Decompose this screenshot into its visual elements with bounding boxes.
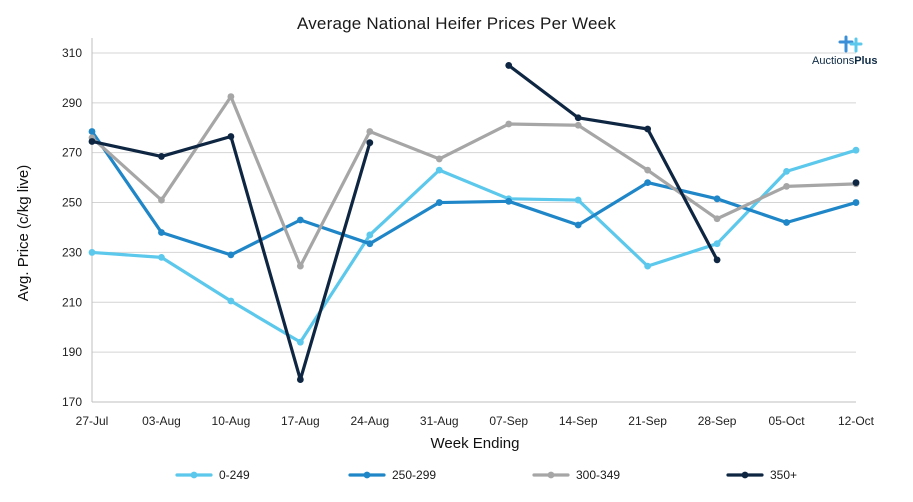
legend: 0-249 250-299 300-349 350+	[0, 466, 913, 486]
data-point	[575, 197, 582, 204]
y-tick-label: 310	[62, 46, 82, 60]
x-axis-title: Week Ending	[431, 435, 520, 452]
legend-item: 0-249	[175, 466, 250, 484]
data-point	[505, 198, 512, 205]
data-point	[228, 133, 235, 140]
data-point	[853, 179, 860, 186]
data-point	[714, 256, 721, 263]
x-tick-label: 21-Sep	[628, 414, 667, 428]
data-point	[783, 219, 790, 226]
y-axis-title: Avg. Price (c/kg live)	[15, 165, 32, 301]
data-point	[436, 199, 443, 206]
legend-swatch	[175, 466, 213, 484]
x-tick-labels: 27-Jul 03-Aug 10-Aug 17-Aug 24-Aug 31-Aug 07-S…	[76, 414, 875, 428]
data-point	[366, 139, 373, 146]
data-point	[158, 254, 165, 261]
data-point	[297, 376, 304, 383]
y-tick-label: 190	[62, 345, 82, 359]
data-point	[853, 147, 860, 154]
series-line	[509, 65, 717, 259]
series-line	[92, 97, 856, 267]
x-tick-label: 24-Aug	[350, 414, 389, 428]
data-point	[783, 183, 790, 190]
x-tick-label: 17-Aug	[281, 414, 320, 428]
data-point	[575, 114, 582, 121]
logo-text: AuctionsPlus	[812, 55, 877, 67]
data-point	[158, 153, 165, 160]
data-point	[89, 138, 96, 145]
series-lines	[89, 62, 860, 383]
x-tick-label: 03-Aug	[142, 414, 181, 428]
x-tick-label: 14-Sep	[559, 414, 598, 428]
x-tick-label: 12-Oct	[838, 414, 875, 428]
legend-item: 300-349	[532, 466, 620, 484]
x-tick-label: 28-Sep	[698, 414, 737, 428]
data-point	[297, 339, 304, 346]
data-point	[505, 62, 512, 69]
legend-swatch	[726, 466, 764, 484]
data-point	[575, 122, 582, 129]
data-point	[783, 168, 790, 175]
data-point	[297, 217, 304, 224]
legend-item: 350+	[726, 466, 797, 484]
series-250-299	[89, 128, 860, 258]
series-line	[92, 131, 856, 254]
data-point	[228, 298, 235, 305]
data-point	[505, 121, 512, 128]
data-point	[644, 179, 651, 186]
data-point	[714, 215, 721, 222]
legend-swatch	[348, 466, 386, 484]
data-point	[89, 249, 96, 256]
legend-item: 250-299	[348, 466, 436, 484]
y-tick-labels: 170 190 210 230 250 270 290 310	[62, 46, 82, 409]
y-tick-label: 210	[62, 295, 82, 309]
data-point	[436, 167, 443, 174]
data-point	[366, 240, 373, 247]
y-tick-label: 270	[62, 146, 82, 160]
data-point	[644, 167, 651, 174]
y-tick-label: 170	[62, 395, 82, 409]
x-tick-label: 31-Aug	[420, 414, 459, 428]
x-tick-label: 10-Aug	[212, 414, 251, 428]
data-point	[228, 252, 235, 259]
y-tick-label: 250	[62, 196, 82, 210]
x-tick-label: 07-Sep	[489, 414, 528, 428]
x-tick-label: 05-Oct	[769, 414, 806, 428]
data-point	[158, 197, 165, 204]
legend-label: 250-299	[392, 468, 436, 482]
y-tick-label: 230	[62, 245, 82, 259]
legend-label: 300-349	[576, 468, 620, 482]
x-tick-label: 27-Jul	[76, 414, 109, 428]
data-point	[297, 263, 304, 270]
legend-label: 350+	[770, 468, 797, 482]
data-point	[644, 126, 651, 133]
data-point	[714, 195, 721, 202]
data-point	[366, 232, 373, 239]
legend-label: 0-249	[219, 468, 250, 482]
data-point	[575, 222, 582, 229]
y-tick-label: 290	[62, 96, 82, 110]
data-point	[436, 156, 443, 163]
legend-swatch	[532, 466, 570, 484]
data-point	[644, 263, 651, 270]
data-point	[714, 240, 721, 247]
data-point	[366, 128, 373, 135]
data-point	[89, 128, 96, 135]
data-point	[853, 199, 860, 206]
data-point	[228, 93, 235, 100]
data-point	[158, 229, 165, 236]
series-350+	[89, 62, 860, 383]
series-300-349	[89, 93, 860, 269]
